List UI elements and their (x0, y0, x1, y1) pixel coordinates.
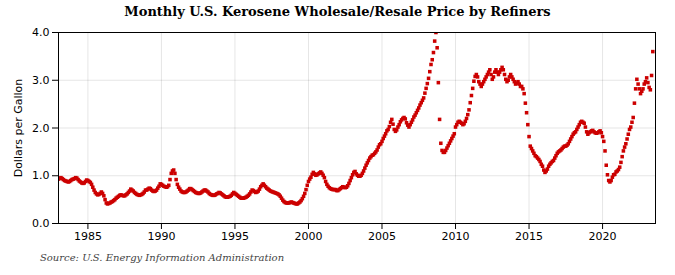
svg-text:1995: 1995 (221, 230, 249, 243)
svg-text:1.0: 1.0 (32, 169, 50, 182)
svg-text:4.0: 4.0 (32, 26, 50, 39)
svg-text:2010: 2010 (442, 230, 470, 243)
svg-text:2005: 2005 (368, 230, 396, 243)
svg-text:2.0: 2.0 (32, 122, 50, 135)
svg-text:3.0: 3.0 (32, 74, 50, 87)
html-text:Monthly U.S. Kerosene Wholesal: Monthly U.S. Kerosene Wholesale/Resale P… (124, 4, 551, 19)
svg-text:1985: 1985 (74, 230, 102, 243)
html-text:Source: U.S. Energy Informatio: Source: U.S. Energy Information Administ… (40, 252, 285, 263)
svg-text:2020: 2020 (589, 230, 617, 243)
svg-text:1990: 1990 (147, 230, 175, 243)
svg-text:2000: 2000 (294, 230, 322, 243)
svg-text:Dollars per Gallon: Dollars per Gallon (12, 79, 25, 178)
svg-text:2015: 2015 (515, 230, 543, 243)
svg-text:0.0: 0.0 (32, 217, 50, 230)
